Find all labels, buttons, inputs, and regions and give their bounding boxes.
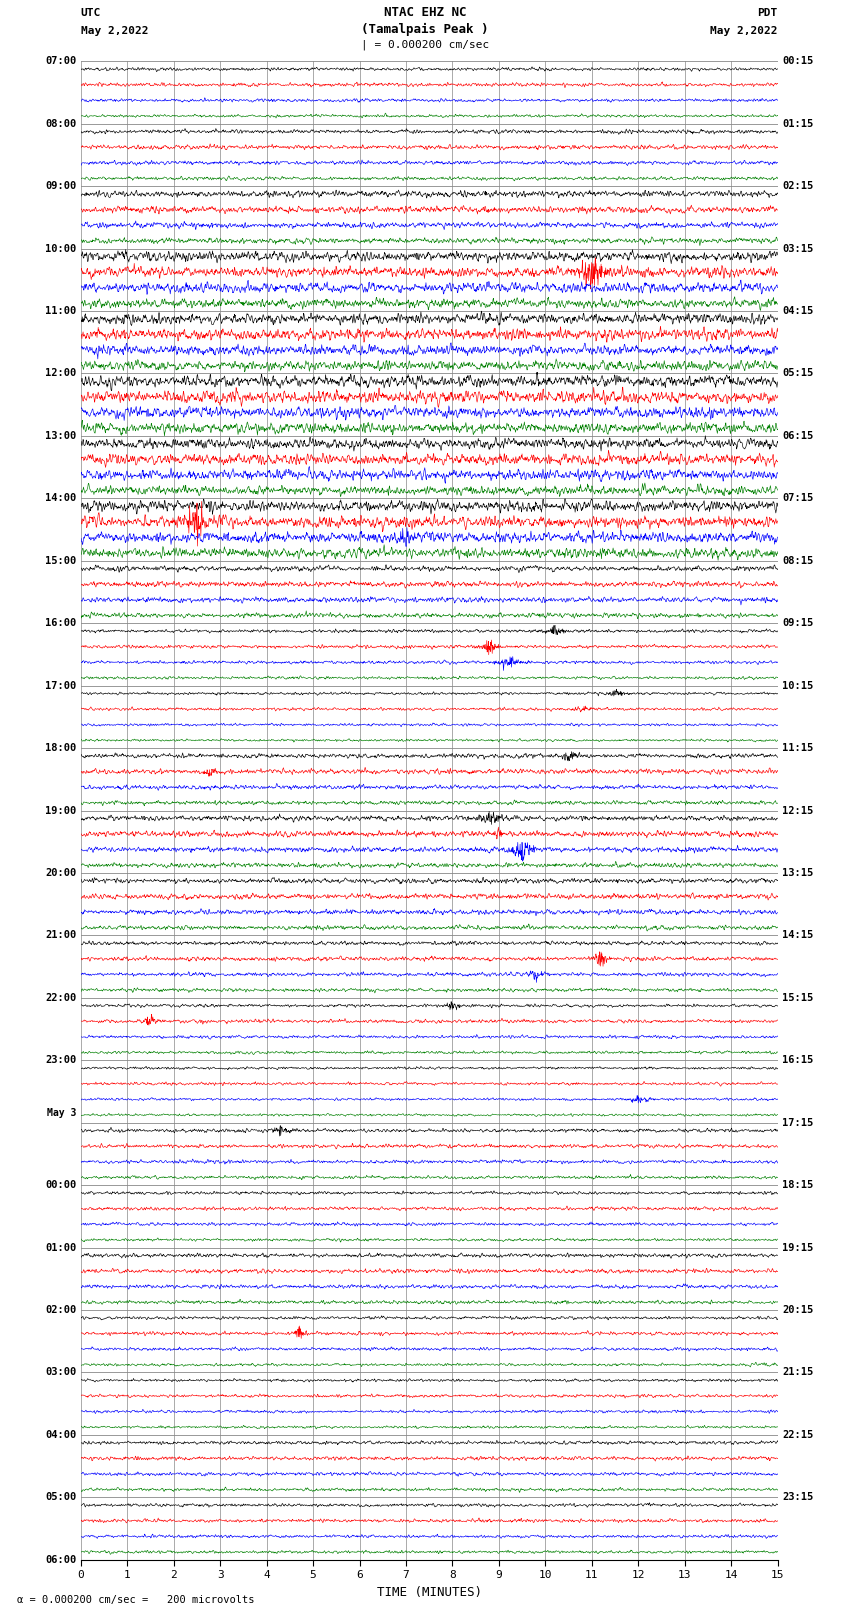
Text: 12:00: 12:00 bbox=[45, 368, 76, 379]
Text: 08:15: 08:15 bbox=[782, 556, 813, 566]
Text: 09:00: 09:00 bbox=[45, 181, 76, 192]
Text: 21:15: 21:15 bbox=[782, 1368, 813, 1378]
Text: 17:00: 17:00 bbox=[45, 681, 76, 690]
Text: PDT: PDT bbox=[757, 8, 778, 18]
Text: 01:15: 01:15 bbox=[782, 119, 813, 129]
Text: 13:15: 13:15 bbox=[782, 868, 813, 877]
Text: 18:00: 18:00 bbox=[45, 744, 76, 753]
Text: 16:00: 16:00 bbox=[45, 618, 76, 627]
Text: 06:00: 06:00 bbox=[45, 1555, 76, 1565]
Text: 14:00: 14:00 bbox=[45, 494, 76, 503]
Text: 02:15: 02:15 bbox=[782, 181, 813, 192]
Text: (Tamalpais Peak ): (Tamalpais Peak ) bbox=[361, 23, 489, 35]
Text: 03:15: 03:15 bbox=[782, 244, 813, 253]
Text: NTAC EHZ NC: NTAC EHZ NC bbox=[383, 6, 467, 19]
Text: 00:00: 00:00 bbox=[45, 1181, 76, 1190]
Text: 05:15: 05:15 bbox=[782, 368, 813, 379]
Text: 09:15: 09:15 bbox=[782, 618, 813, 627]
Text: UTC: UTC bbox=[81, 8, 101, 18]
Text: 06:15: 06:15 bbox=[782, 431, 813, 440]
Text: 07:00: 07:00 bbox=[45, 56, 76, 66]
Text: 01:00: 01:00 bbox=[45, 1242, 76, 1253]
Text: 16:15: 16:15 bbox=[782, 1055, 813, 1065]
Text: 21:00: 21:00 bbox=[45, 931, 76, 940]
Text: 10:00: 10:00 bbox=[45, 244, 76, 253]
Text: 15:15: 15:15 bbox=[782, 994, 813, 1003]
Text: 19:00: 19:00 bbox=[45, 805, 76, 816]
Text: 22:15: 22:15 bbox=[782, 1429, 813, 1440]
Text: 14:15: 14:15 bbox=[782, 931, 813, 940]
Text: 11:00: 11:00 bbox=[45, 306, 76, 316]
Text: 05:00: 05:00 bbox=[45, 1492, 76, 1502]
Text: 17:15: 17:15 bbox=[782, 1118, 813, 1127]
Text: 00:15: 00:15 bbox=[782, 56, 813, 66]
X-axis label: TIME (MINUTES): TIME (MINUTES) bbox=[377, 1586, 482, 1598]
Text: May 3: May 3 bbox=[47, 1108, 76, 1118]
Text: 23:15: 23:15 bbox=[782, 1492, 813, 1502]
Text: 10:15: 10:15 bbox=[782, 681, 813, 690]
Text: 19:15: 19:15 bbox=[782, 1242, 813, 1253]
Text: 04:00: 04:00 bbox=[45, 1429, 76, 1440]
Text: 20:00: 20:00 bbox=[45, 868, 76, 877]
Text: 20:15: 20:15 bbox=[782, 1305, 813, 1315]
Text: 13:00: 13:00 bbox=[45, 431, 76, 440]
Text: 02:00: 02:00 bbox=[45, 1305, 76, 1315]
Text: 04:15: 04:15 bbox=[782, 306, 813, 316]
Text: 07:15: 07:15 bbox=[782, 494, 813, 503]
Text: 18:15: 18:15 bbox=[782, 1181, 813, 1190]
Text: 08:00: 08:00 bbox=[45, 119, 76, 129]
Text: 12:15: 12:15 bbox=[782, 805, 813, 816]
Text: May 2,2022: May 2,2022 bbox=[81, 26, 148, 35]
Text: α = 0.000200 cm/sec =   200 microvolts: α = 0.000200 cm/sec = 200 microvolts bbox=[17, 1595, 254, 1605]
Text: | = 0.000200 cm/sec: | = 0.000200 cm/sec bbox=[361, 40, 489, 50]
Text: 03:00: 03:00 bbox=[45, 1368, 76, 1378]
Text: 11:15: 11:15 bbox=[782, 744, 813, 753]
Text: 22:00: 22:00 bbox=[45, 994, 76, 1003]
Text: 15:00: 15:00 bbox=[45, 556, 76, 566]
Text: May 2,2022: May 2,2022 bbox=[711, 26, 778, 35]
Text: 23:00: 23:00 bbox=[45, 1055, 76, 1065]
